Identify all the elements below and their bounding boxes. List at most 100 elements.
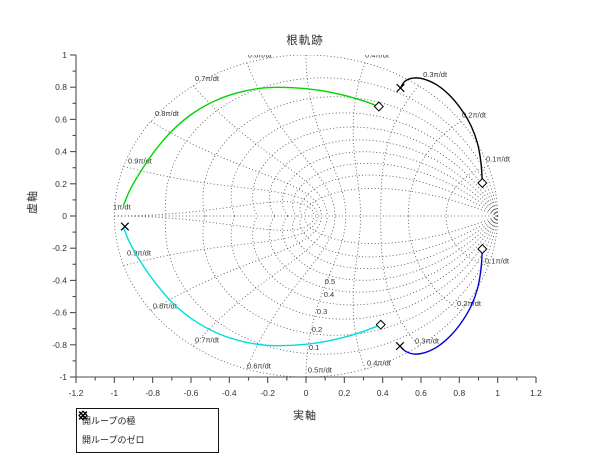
zgrid-damping-curve xyxy=(292,215,498,270)
damping-grid-label: 0.3 xyxy=(317,307,327,316)
locus-branch-lower-right xyxy=(399,248,484,355)
frequency-grid-label: 0.7π/dt xyxy=(195,74,220,83)
frequency-grid-label: 0.2π/dt xyxy=(457,299,482,308)
zgrid-frequency-curve xyxy=(380,215,419,347)
zgrid-damping-curve xyxy=(252,126,499,217)
frequency-grid-label: 0.4π/dt xyxy=(367,359,392,368)
damping-grid-label: 0.1 xyxy=(309,343,319,352)
zero-marker xyxy=(395,341,405,351)
y-tick-label: 0.4 xyxy=(55,147,67,157)
locus-branch-upper-right xyxy=(399,77,484,184)
frequency-grid-label: 0.3π/dt xyxy=(415,337,440,346)
legend-label: 開ループの極 xyxy=(82,416,136,426)
zgrid-frequency-curve xyxy=(114,215,315,231)
zgrid-damping-curve xyxy=(282,151,498,217)
zgrid-frequency-curve xyxy=(123,165,318,217)
zgrid-damping-curve xyxy=(165,77,499,217)
zgrid-frequency-curve xyxy=(246,62,336,217)
zgrid-damping-curve xyxy=(268,215,498,293)
zgrid-frequency-curve xyxy=(123,215,318,267)
legend-item-zeros: 開ループのゼロ xyxy=(78,411,218,449)
zgrid-frequency-curve xyxy=(305,55,347,217)
chart-title: 根軌跡 xyxy=(286,35,324,47)
zgrid-damping-curve xyxy=(299,215,498,258)
x-tick-label: 0.6 xyxy=(415,388,427,398)
zgrid-damping-curve xyxy=(268,139,498,217)
zgrid-damping-curve xyxy=(304,215,498,245)
frequency-grid-label: 0.9π/dt xyxy=(128,156,153,165)
zgrid-frequency-curve xyxy=(445,165,489,217)
pole-marker xyxy=(375,319,386,330)
pole-marker-icon xyxy=(78,410,88,421)
pole-marker xyxy=(477,177,488,189)
frequency-grid-label: 0.9π/dt xyxy=(127,249,152,258)
frequency-grid-label: 0.1π/dt xyxy=(485,257,510,266)
zgrid-damping-curve xyxy=(299,174,498,217)
markers xyxy=(120,83,488,351)
y-tick-label: -0.8 xyxy=(52,340,67,350)
y-tick-label: 0.8 xyxy=(55,82,67,92)
zgrid-damping-curve xyxy=(282,215,498,281)
y-tick-label: -0.6 xyxy=(52,308,67,318)
frequency-grid-label: 0.4π/dt xyxy=(365,51,390,60)
zgrid-frequency-curve xyxy=(150,121,322,217)
zgrid-damping-curve xyxy=(230,215,499,320)
zgrid-damping-curve xyxy=(252,215,499,306)
zgrid-frequency-curve xyxy=(407,215,462,311)
x-tick-label: -0.4 xyxy=(222,388,237,398)
zgrid-frequency-curve xyxy=(352,215,366,370)
x-tick-label: -0.8 xyxy=(145,388,160,398)
unit-circle xyxy=(113,55,499,377)
y-tick-label: -0.4 xyxy=(52,275,67,285)
y-tick-label: -1 xyxy=(59,372,67,382)
zero-marker-icon xyxy=(78,411,88,420)
zgrid-frequency-curve xyxy=(352,62,366,217)
x-tick-label: 0.4 xyxy=(377,388,389,398)
frequency-grid-label: 0.8π/dt xyxy=(155,109,180,118)
legend: 開ループの極 開ループのゼロ xyxy=(76,408,219,453)
y-tick-label: 0 xyxy=(62,211,67,221)
zgrid xyxy=(113,55,499,377)
zgrid-frequency-curve xyxy=(305,215,347,377)
y-tick-label: -0.2 xyxy=(52,243,67,253)
damping-grid-label: 0.4 xyxy=(324,290,334,299)
zgrid-damping-curve xyxy=(304,187,498,217)
zgrid-damping-curve xyxy=(230,112,499,217)
x-tick-label: 1.2 xyxy=(530,388,542,398)
x-tick-label: 0 xyxy=(304,388,309,398)
x-tick-label: 0.8 xyxy=(453,388,465,398)
zgrid-damping-curve xyxy=(202,215,499,336)
zero-marker xyxy=(120,222,130,231)
frequency-grid-label: 0.6π/dt xyxy=(247,362,272,371)
zgrid-frequency-curve xyxy=(407,121,462,217)
zgrid-frequency-curve xyxy=(246,215,336,370)
x-tick-label: -0.6 xyxy=(184,388,199,398)
frequency-grid-label: 0.3π/dt xyxy=(423,70,448,79)
frequency-grid-label: 1π/dt xyxy=(113,203,132,212)
x-tick-label: 0.2 xyxy=(338,388,350,398)
y-tick-label: 0.6 xyxy=(55,114,67,124)
y-tick-label: 0.2 xyxy=(55,179,67,189)
root-locus-branches xyxy=(123,77,484,355)
frequency-grid-label: 0.6π/dt xyxy=(248,51,273,60)
frequency-grid-label: 0.2π/dt xyxy=(462,110,487,119)
legend-label: 開ループのゼロ xyxy=(82,435,145,445)
zgrid-frequency-curve xyxy=(380,85,419,217)
frequency-grid-label: 0.1π/dt xyxy=(486,154,511,163)
y-tick-label: 1 xyxy=(62,50,67,60)
zgrid-damping-curve xyxy=(202,96,499,217)
damping-grid-label: 0.5 xyxy=(325,277,335,286)
zgrid-labels: 0.6π/dt 0.7π/dt 0.8π/dt 0.9π/dt 1π/dt 0.4π/dt… xyxy=(113,51,511,375)
pole-marker xyxy=(373,101,384,112)
frequency-grid-label: 0.8π/dt xyxy=(153,301,178,310)
zgrid-frequency-curve xyxy=(150,215,322,311)
zgrid-damping-curve xyxy=(292,162,498,217)
x-tick-label: -0.2 xyxy=(260,388,275,398)
x-tick-label: -1 xyxy=(111,388,119,398)
zgrid-frequency-curve xyxy=(114,201,315,217)
frequency-grid-label: 0.5π/dt xyxy=(308,366,333,375)
pole-marker xyxy=(477,243,488,255)
x-tick-label: -1.2 xyxy=(69,388,84,398)
